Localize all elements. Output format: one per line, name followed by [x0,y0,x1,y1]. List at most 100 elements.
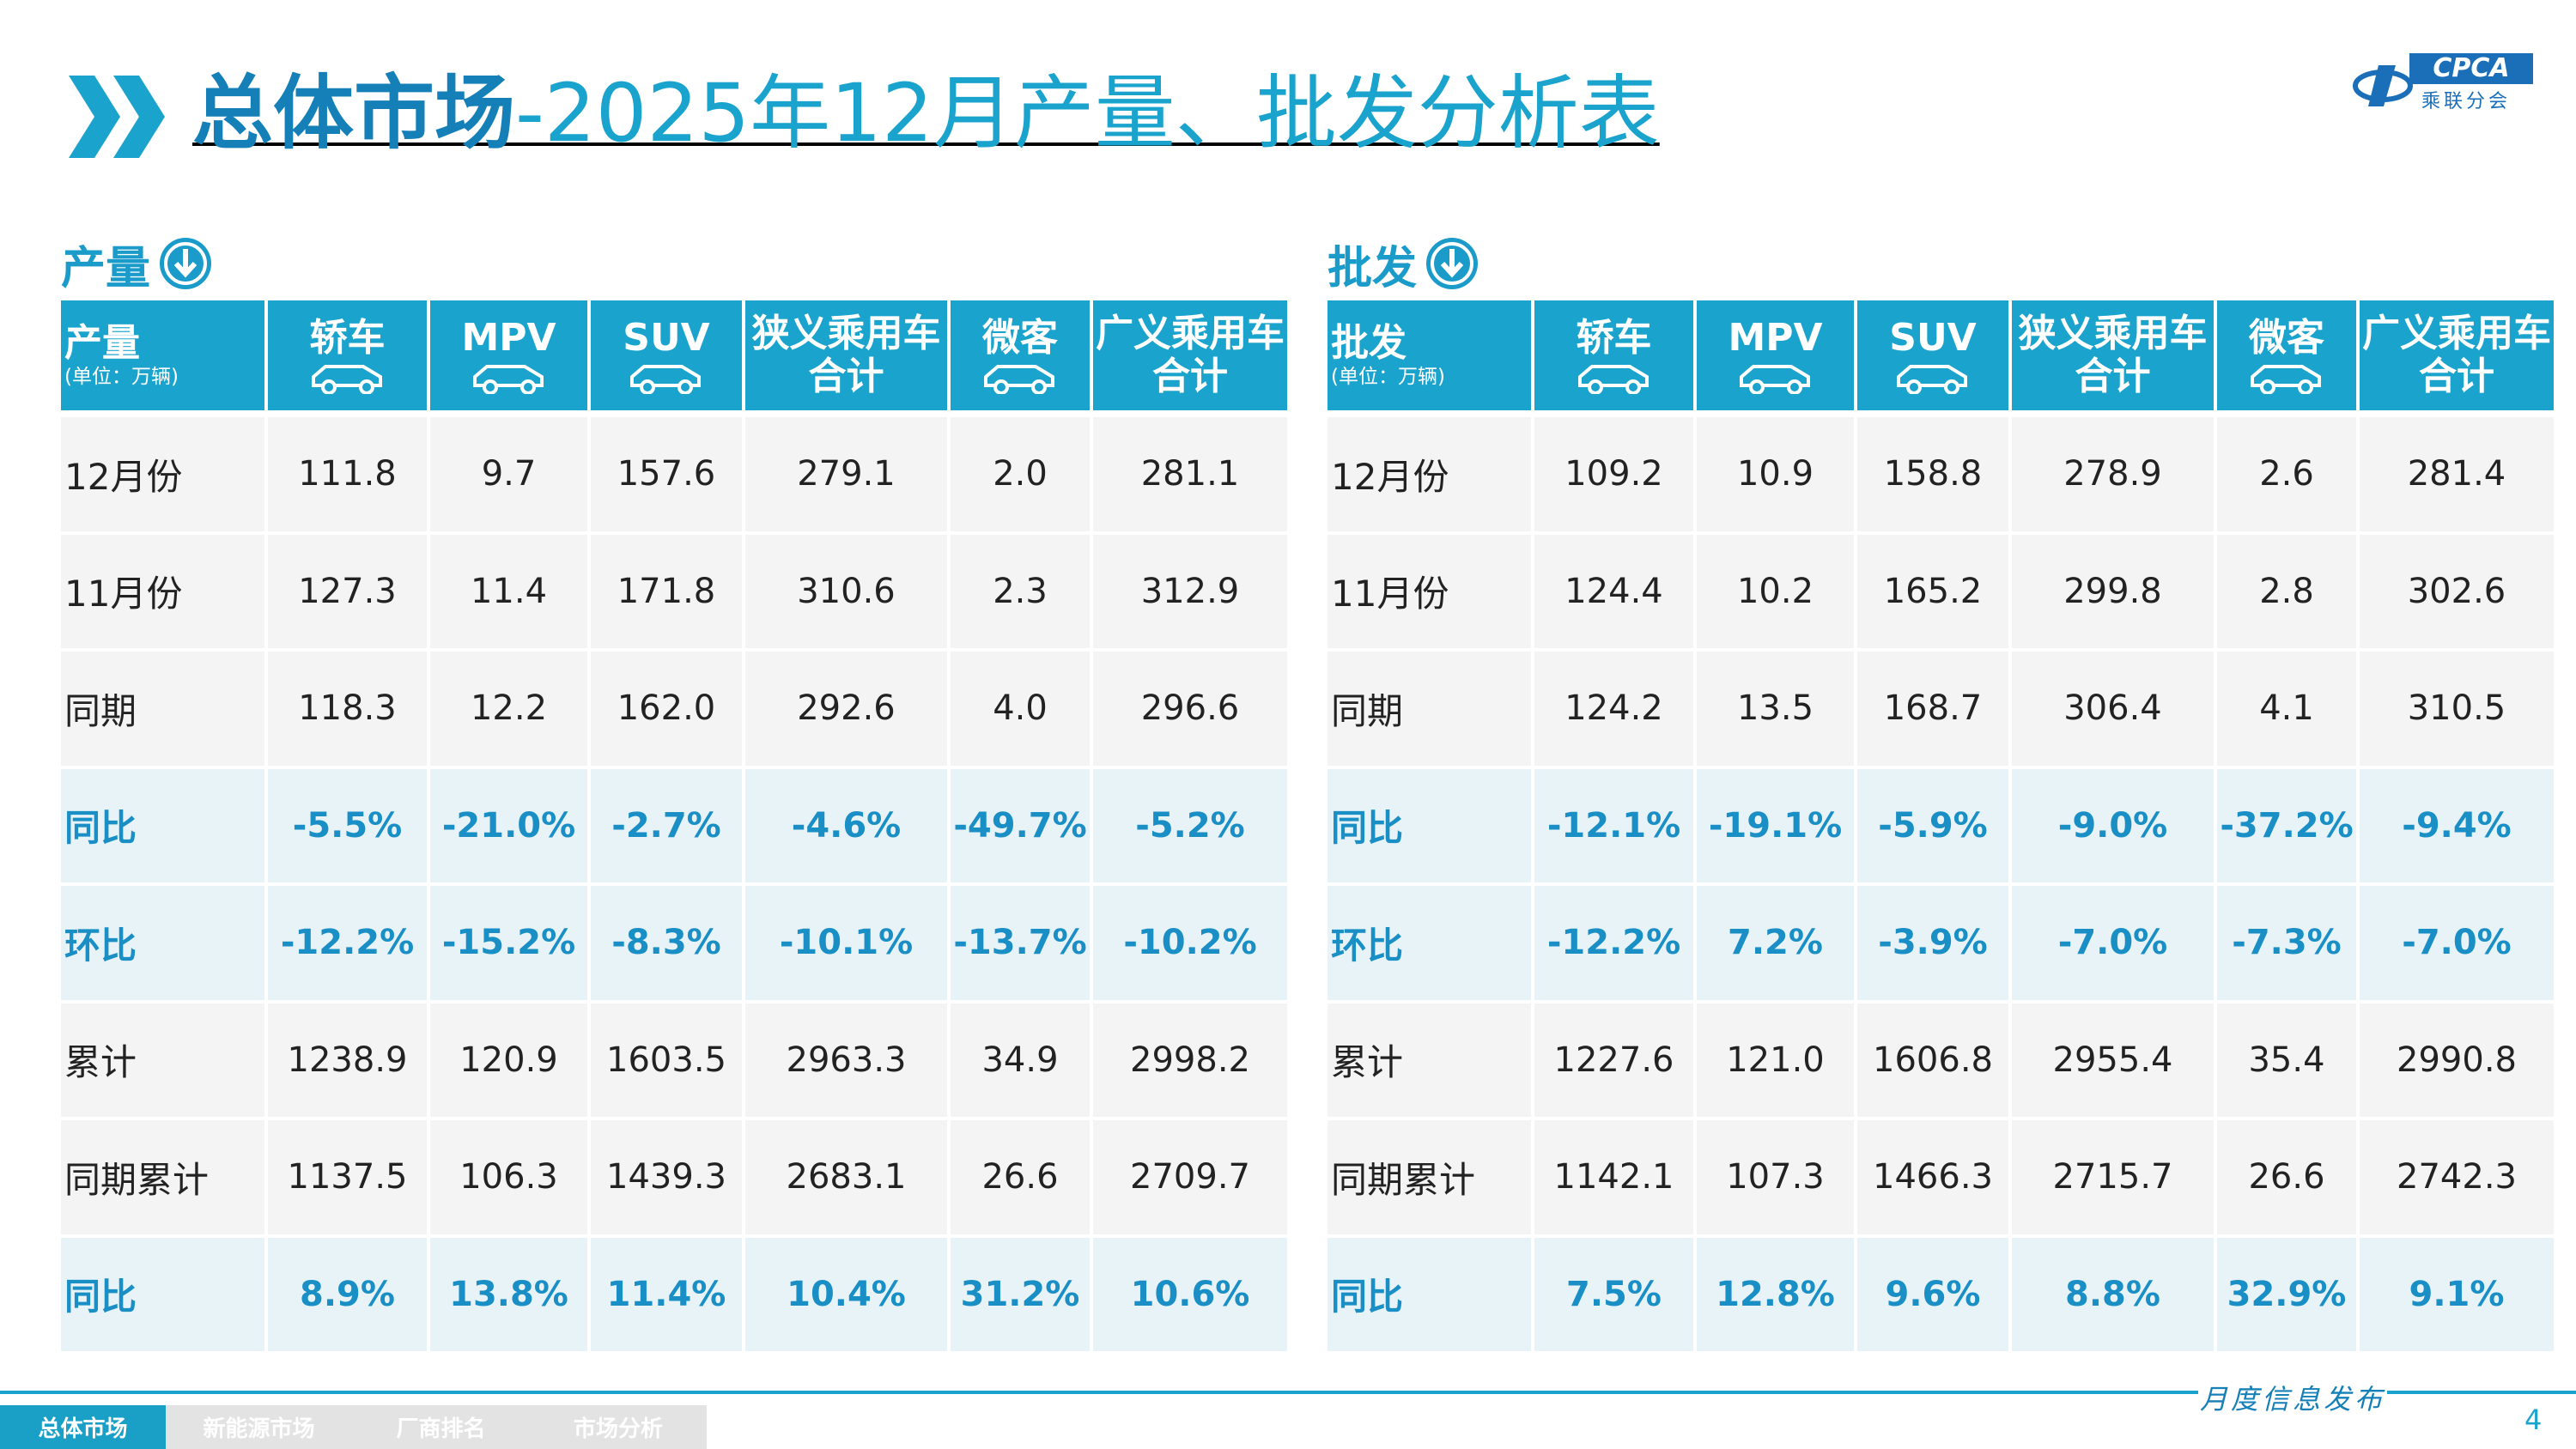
header-cell: SUV [1857,300,2008,410]
chevron-icon [69,76,165,158]
column-header: 合计 [1152,355,1228,398]
table-cell: 26.6 [951,1120,1090,1234]
table-cell: 11.4% [591,1237,742,1351]
table-cell: 1606.8 [1857,1003,2008,1117]
table-cell: 278.9 [2012,417,2214,531]
table-cell: 4.1 [2217,652,2356,766]
table-cell: 10.6% [1093,1237,1287,1351]
table-cell: -12.1% [1534,768,1693,882]
table-cell: -2.7% [591,768,742,882]
table-cell: 121.0 [1697,1003,1854,1117]
table-cell: 12.2 [430,652,587,766]
table-cell: -5.9% [1857,768,2008,882]
column-header: 广义乘用车 [1096,312,1285,355]
header-cell: 狭义乘用车 合计 [745,300,947,410]
logo-sub: 乘联分会 [2421,91,2512,112]
table-cell: -4.6% [745,768,947,882]
table-cell: -19.1% [1697,768,1854,882]
table-cell: 292.6 [745,652,947,766]
row-label: 同期累计 [61,1120,264,1234]
row-label: 环比 [61,886,264,1000]
header-cell: SUV [591,300,742,410]
table-cell: -37.2% [2217,768,2356,882]
table-cell: -13.7% [951,886,1090,1000]
table-cell: 281.4 [2360,417,2554,531]
table-cell: 9.6% [1857,1237,2008,1351]
table-cell: -10.1% [745,886,947,1000]
table-cell: 35.4 [2217,1003,2356,1117]
table-cell: -7.0% [2012,886,2214,1000]
table-cell: -7.0% [2360,886,2554,1000]
row-label: 同期 [61,652,264,766]
nav-tab[interactable]: 总体市场 [0,1405,166,1449]
table-cell: -3.9% [1857,886,2008,1000]
table-cell: 1439.3 [591,1120,742,1234]
table-cell: 34.9 [951,1003,1090,1117]
table-cell: 107.3 [1697,1120,1854,1234]
table-cell: 1466.3 [1857,1120,2008,1234]
table-cell: 12.8% [1697,1237,1854,1351]
row-label: 同比 [1327,768,1531,882]
column-header: 狭义乘用车 [2018,312,2208,355]
nav-tab[interactable]: 厂商排名 [352,1405,530,1449]
table-cell: 2990.8 [2360,1003,2554,1117]
car-icon [311,365,382,394]
row-label: 累计 [1327,1003,1531,1117]
table-cell: 2998.2 [1093,1003,1287,1117]
nav-tab[interactable]: 新能源市场 [166,1405,352,1449]
header-cell: MPV [1697,300,1854,410]
column-header: MPV [1728,316,1823,360]
title-sub: -2025年12月产量、批发分析表 [515,67,1660,161]
table-cell: -12.2% [1534,886,1693,1000]
table-cell: 1142.1 [1534,1120,1693,1234]
corner-title: 产量 [64,321,140,365]
header-cell: 狭义乘用车 合计 [2012,300,2214,410]
down-icon [160,238,212,289]
logo-mark [2353,65,2413,106]
column-header: SUV [1889,316,1977,360]
car-icon [1897,365,1967,394]
table-cell: 296.6 [1093,652,1287,766]
table-cell: 111.8 [268,417,427,531]
table-cell: 124.2 [1534,652,1693,766]
car-icon [1739,365,1810,394]
table-cell: 302.6 [2360,534,2554,648]
row-label: 累计 [61,1003,264,1117]
car-icon [1577,365,1649,394]
row-label: 12月份 [1327,417,1531,531]
table-cell: 10.2 [1697,534,1854,648]
row-label: 同比 [61,768,264,882]
footer-line [0,1391,2576,1394]
table-cell: -10.2% [1093,886,1287,1000]
table-cell: 1227.6 [1534,1003,1693,1117]
row-label: 11月份 [61,534,264,648]
table-cell: 26.6 [2217,1120,2356,1234]
car-icon [630,365,701,394]
header-cell: MPV [430,300,587,410]
table-cell: 2955.4 [2012,1003,2214,1117]
header-cell: 批发 (单位：万辆) [1327,300,1531,410]
row-label: 12月份 [61,417,264,531]
logo-text: CPCA [2409,53,2533,84]
car-icon [2251,365,2321,394]
table-cell: 7.2% [1697,886,1854,1000]
column-header: 轿车 [309,316,386,360]
row-label: 同比 [1327,1237,1531,1351]
row-label: 环比 [1327,886,1531,1000]
header-cell: 广义乘用车 合计 [1093,300,1287,410]
table-cell: 109.2 [1534,417,1693,531]
table-cell: 2.6 [2217,417,2356,531]
column-header: SUV [623,316,710,360]
table-cell: -5.2% [1093,768,1287,882]
table-cell: 2683.1 [745,1120,947,1234]
table-cell: 9.1% [2360,1237,2554,1351]
table-cell: 165.2 [1857,534,2008,648]
header-cell: 微客 [2217,300,2356,410]
table-cell: 2.0 [951,417,1090,531]
table-cell: -7.3% [2217,886,2356,1000]
column-header: 合计 [2419,355,2494,398]
table-cell: -5.5% [268,768,427,882]
row-label: 同比 [61,1237,264,1351]
nav-tab[interactable]: 市场分析 [530,1405,707,1449]
